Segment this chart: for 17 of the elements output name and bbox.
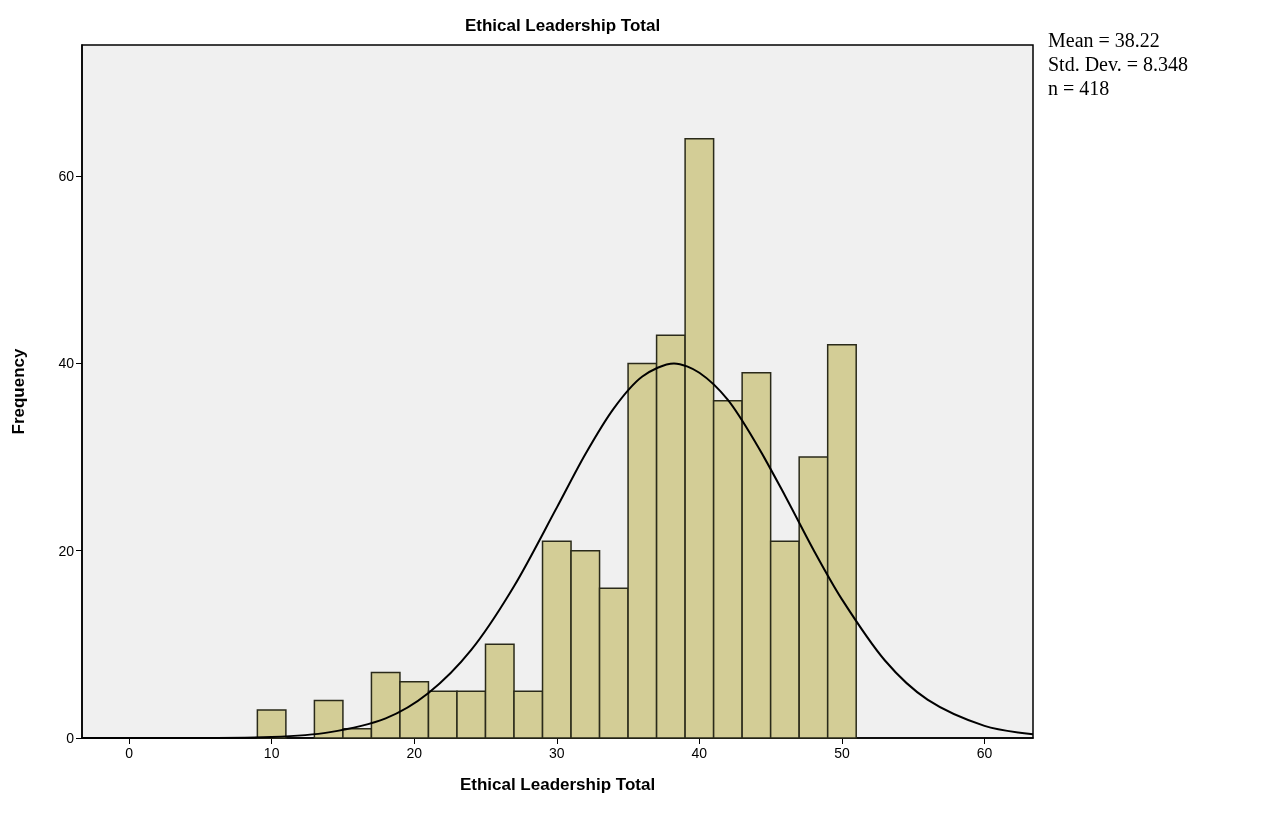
x-axis-title: Ethical Leadership Total: [459, 775, 656, 794]
text: n = 418: [1048, 77, 1110, 99]
x-tick-label: 20: [406, 745, 423, 761]
y-tick-label: 40: [58, 355, 75, 372]
text: Mean = 38.22: [1048, 29, 1160, 51]
x-tick-label: 0: [125, 745, 134, 761]
x-tick-label: 10: [263, 745, 280, 761]
y-tick-label: 60: [58, 168, 75, 185]
chart-title: Ethical Leadership Total: [464, 16, 661, 35]
x-tick-label: 40: [691, 745, 708, 761]
x-tick-label: 30: [549, 745, 565, 761]
text: Std. Dev. = 8.348: [1048, 53, 1188, 75]
y-tick-label: 20: [58, 542, 75, 559]
x-tick-label: 50: [834, 745, 850, 761]
y-tick-label: 0: [66, 730, 75, 746]
y-axis-title: Frequency: [9, 347, 28, 435]
x-tick-label: 60: [976, 745, 993, 761]
